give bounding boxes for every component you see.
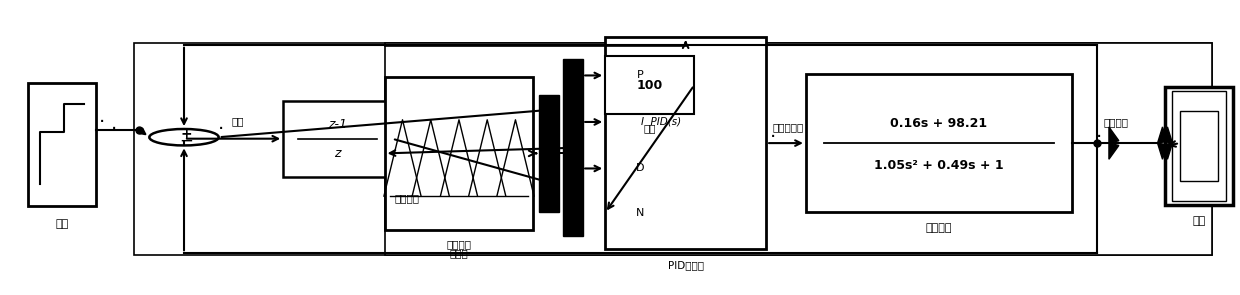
Text: z-1: z-1 xyxy=(329,119,347,132)
Polygon shape xyxy=(1163,143,1173,159)
Text: N: N xyxy=(636,208,645,218)
Text: I  PID(s): I PID(s) xyxy=(641,117,681,127)
Bar xyxy=(1166,87,1233,205)
Bar xyxy=(29,83,95,206)
Text: ·: · xyxy=(110,120,118,139)
Text: 模糊逻辑: 模糊逻辑 xyxy=(446,239,471,249)
Text: P: P xyxy=(637,71,644,81)
Text: 显示: 显示 xyxy=(1193,216,1205,226)
Text: +: + xyxy=(181,127,192,141)
Text: 测量输出: 测量输出 xyxy=(1104,117,1128,127)
Text: 误差: 误差 xyxy=(231,116,243,126)
Bar xyxy=(134,43,1211,255)
Polygon shape xyxy=(1109,127,1118,143)
Bar xyxy=(1179,111,1218,181)
Bar xyxy=(283,101,392,177)
Bar xyxy=(605,56,694,114)
Text: ·: · xyxy=(1096,128,1102,147)
Text: 0.16s + 98.21: 0.16s + 98.21 xyxy=(890,117,987,130)
Text: ·: · xyxy=(99,113,105,132)
Text: 误差变化: 误差变化 xyxy=(394,193,419,203)
Polygon shape xyxy=(1109,143,1118,159)
Bar xyxy=(605,37,766,249)
Text: 传递函数: 传递函数 xyxy=(926,223,952,233)
Text: PID控制器: PID控制器 xyxy=(667,260,703,270)
Text: 参考: 参考 xyxy=(56,219,68,229)
Bar xyxy=(806,74,1073,212)
Text: z: z xyxy=(335,148,341,160)
Polygon shape xyxy=(1158,143,1168,159)
Text: D: D xyxy=(636,163,645,173)
Text: ·: · xyxy=(770,128,776,147)
Bar xyxy=(539,95,559,212)
Bar xyxy=(384,77,533,230)
Text: 1.05s² + 0.49s + 1: 1.05s² + 0.49s + 1 xyxy=(874,159,1003,172)
Bar xyxy=(1173,91,1225,201)
Text: 100: 100 xyxy=(636,78,663,92)
Polygon shape xyxy=(1158,127,1168,143)
Polygon shape xyxy=(1163,127,1173,143)
Text: 控制器: 控制器 xyxy=(450,248,469,258)
Text: 常量: 常量 xyxy=(644,123,656,133)
Bar xyxy=(384,43,1211,255)
Text: −: − xyxy=(180,131,193,149)
Text: ：控制输入: ：控制输入 xyxy=(773,122,804,132)
Bar xyxy=(563,59,583,236)
Text: ·: · xyxy=(218,120,224,139)
